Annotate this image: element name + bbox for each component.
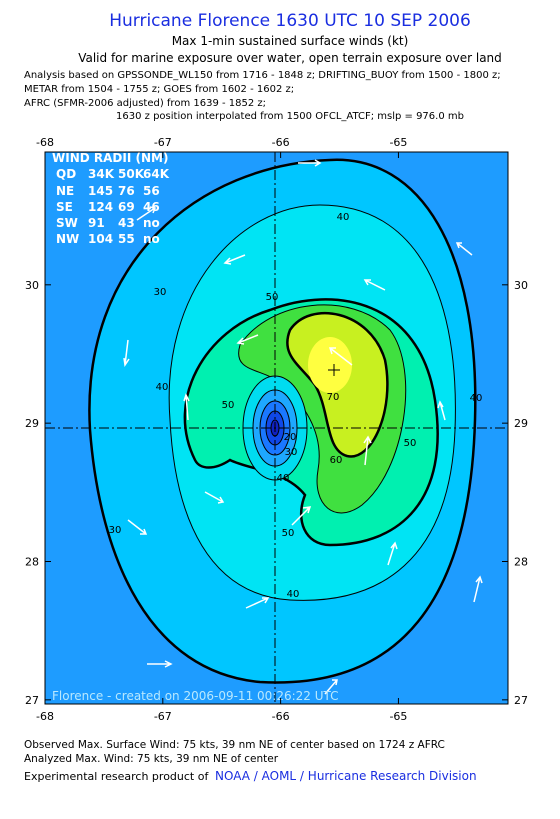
contour-label: 50: [282, 528, 295, 539]
radii-cell: 69: [118, 200, 135, 214]
wind-radii-table: WIND RADII (NM) QD 34K 50K 64K NE 145 76 56 SE 124…: [52, 151, 170, 246]
position-note: 1630 z position interpolated from 1500 O…: [116, 111, 464, 122]
radii-cell: 55: [118, 232, 135, 246]
validity: Valid for marine exposure over water, op…: [78, 51, 502, 65]
radii-cell: NE: [56, 184, 74, 198]
max-wind-marker: [328, 364, 340, 376]
contours: Florence - created on 2006-09-11 00:26:2…: [45, 152, 508, 704]
axes: -68 -68 -67 -67 -66 -66 -65 -65 27 27 28 28 29 29 30 30: [25, 136, 528, 723]
y-tick-label: 30: [514, 279, 528, 292]
analysis-line: AFRC (SFMR-2006 adjusted) from 1639 - 18…: [24, 98, 266, 109]
x-tick-label: -68: [36, 710, 54, 723]
contour-label: 30: [109, 525, 122, 536]
y-tick-label: 28: [25, 556, 39, 569]
contour-label: 60: [330, 455, 343, 466]
radii-cell: SW: [56, 216, 78, 230]
analysis-line: Analysis based on GPSSONDE_WL150 from 17…: [24, 70, 501, 81]
y-tick-label: 29: [514, 417, 528, 430]
contour-label: 40: [156, 382, 169, 393]
contour-label: 20: [284, 432, 297, 443]
radii-cell: no: [143, 232, 160, 246]
y-tick-label: 30: [25, 279, 39, 292]
radii-cell: 91: [88, 216, 105, 230]
y-tick-label: 28: [514, 556, 528, 569]
observed-wind: Observed Max. Surface Wind: 75 kts, 39 n…: [24, 739, 445, 751]
radii-cell: 145: [88, 184, 113, 198]
y-tick-label: 27: [514, 694, 528, 707]
noaa-link[interactable]: NOAA / AOML / Hurricane Research Divisio…: [215, 769, 477, 783]
contour-label: 50: [404, 438, 417, 449]
contour-labels: 40 30 50 40 50 70 50 60 40 50 20 30 40 30 40: [109, 212, 483, 600]
contour-label: 40: [287, 589, 300, 600]
radii-header: 34K: [88, 167, 115, 181]
x-tick-label: -65: [389, 710, 407, 723]
x-tick-label: -66: [272, 136, 290, 149]
wind-maximum: [308, 337, 352, 393]
y-tick-label: 27: [25, 694, 39, 707]
radii-cell: 43: [118, 216, 135, 230]
contour-label: 40: [277, 473, 290, 484]
contour-label: 30: [285, 447, 298, 458]
x-tick-label: -67: [154, 710, 172, 723]
radii-title: WIND RADII (NM): [52, 151, 168, 165]
radii-cell: SE: [56, 200, 73, 214]
radii-cell: 104: [88, 232, 113, 246]
title: Hurricane Florence 1630 UTC 10 SEP 2006: [109, 11, 471, 31]
contour-label: 50: [266, 292, 279, 303]
contour-label: 70: [327, 392, 340, 403]
radii-header: QD: [56, 167, 76, 181]
radii-header: 64K: [143, 167, 170, 181]
subtitle: Max 1-min sustained surface winds (kt): [172, 34, 409, 48]
x-tick-label: -68: [36, 136, 54, 149]
contour-label: 50: [222, 400, 235, 411]
map-frame: [44, 151, 509, 705]
y-tick-label: 29: [25, 417, 39, 430]
contour-label: 30: [154, 287, 167, 298]
radii-cell: no: [143, 216, 160, 230]
radii-cell: 124: [88, 200, 113, 214]
radii-cell: 76: [118, 184, 135, 198]
product-note: Experimental research product of: [24, 770, 209, 783]
x-tick-label: -65: [389, 136, 407, 149]
contour-label: 40: [470, 393, 483, 404]
contour-label: 40: [337, 212, 350, 223]
radii-header: 50K: [118, 167, 145, 181]
analysis-line: METAR from 1504 - 1755 z; GOES from 1602…: [24, 84, 294, 95]
analyzed-wind: Analyzed Max. Wind: 75 kts, 39 nm NE of …: [24, 753, 279, 765]
wind-vectors: [123, 159, 483, 695]
radii-cell: 56: [143, 184, 160, 198]
x-tick-label: -67: [154, 136, 172, 149]
radii-cell: 46: [143, 200, 160, 214]
credit: Florence - created on 2006-09-11 00:26:2…: [52, 689, 339, 703]
x-tick-label: -66: [272, 710, 290, 723]
radii-cell: NW: [56, 232, 79, 246]
